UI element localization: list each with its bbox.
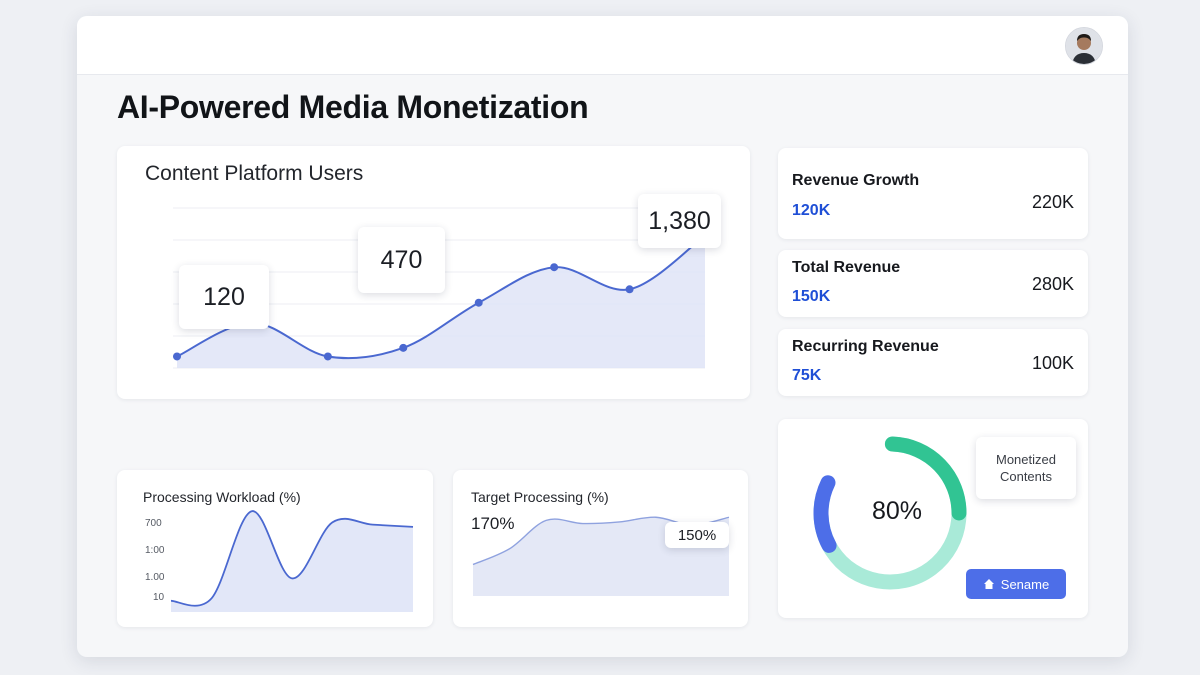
kpi-card-revenue-growth[interactable]: Revenue Growth 120K 220K [778, 148, 1088, 239]
donut-segment-monetized [884, 436, 967, 521]
y-tick-label: 1.00 [145, 572, 165, 583]
data-point[interactable] [173, 352, 181, 361]
users-chart-title: Content Platform Users [145, 162, 364, 185]
monetized-legend: Monetized Contents [976, 437, 1076, 499]
sename-button[interactable]: Sename [966, 569, 1066, 599]
monetized-donut [813, 436, 967, 590]
target-chart-title: Target Processing (%) [471, 489, 609, 505]
donut-segment-other [813, 475, 837, 553]
target-callout: 150% [665, 522, 729, 548]
page-title: AI-Powered Media Monetization [117, 89, 589, 125]
kpi-card-total-revenue[interactable]: Total Revenue 150K 280K [778, 250, 1088, 317]
legend-line: Contents [999, 469, 1053, 484]
monetized-card: 80% Monetized Contents Sename [778, 419, 1088, 618]
workload-chart-card: Processing Workload (%) 700 1:00 1.00 10 [117, 470, 433, 627]
kpi-value: 280K [1031, 274, 1074, 294]
y-tick-label: 700 [145, 518, 162, 529]
kpi-label: Recurring Revenue [792, 338, 939, 355]
sename-button-label: Sename [1000, 576, 1050, 592]
workload-area-chart [170, 510, 414, 612]
dashboard-window: AI-Powered Media Monetization Content Pl… [77, 16, 1128, 657]
data-point[interactable] [474, 298, 483, 307]
kpi-value: 220K [1031, 192, 1074, 212]
callout-1380: 1,380 [638, 194, 721, 248]
user-avatar[interactable] [1065, 27, 1103, 65]
kpi-sub-value: 75K [792, 367, 822, 384]
home-icon [983, 579, 994, 589]
kpi-label: Total Revenue [792, 259, 901, 276]
workload-area-fill [171, 511, 413, 612]
y-tick-label: 10 [153, 592, 165, 603]
data-point[interactable] [399, 343, 408, 352]
data-point[interactable] [550, 263, 559, 272]
workload-series-line [170, 510, 414, 607]
kpi-value: 100K [1031, 353, 1074, 373]
data-point[interactable] [323, 352, 332, 361]
kpi-sub-value: 150K [792, 288, 831, 305]
target-value-label: 170% [471, 514, 515, 533]
target-area-chart [472, 516, 730, 596]
workload-chart-title: Processing Workload (%) [143, 489, 301, 505]
donut-percent-label: 80% [871, 497, 923, 525]
callout-470: 470 [358, 227, 445, 293]
top-bar [77, 16, 1128, 75]
target-chart-card: Target Processing (%) 170% 150% [453, 470, 748, 627]
callout-120: 120 [179, 265, 269, 329]
users-area-fill [177, 235, 705, 368]
y-tick-label: 1:00 [145, 545, 165, 556]
user-avatar-icon [1066, 28, 1102, 64]
legend-line: Monetized [996, 452, 1056, 467]
kpi-sub-value: 120K [792, 202, 831, 219]
kpi-card-recurring-revenue[interactable]: Recurring Revenue 75K 100K [778, 329, 1088, 396]
users-chart-card: Content Platform Users 120 470 1,380 [117, 146, 750, 399]
data-point[interactable] [625, 285, 634, 294]
kpi-label: Revenue Growth [792, 172, 920, 189]
